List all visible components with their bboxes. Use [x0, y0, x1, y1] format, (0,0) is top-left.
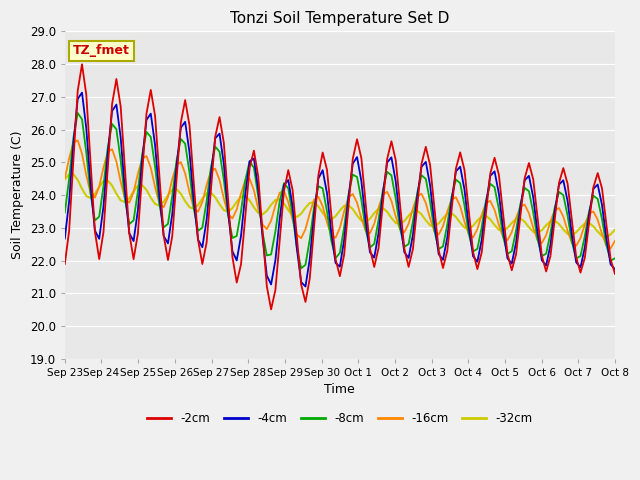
Y-axis label: Soil Temperature (C): Soil Temperature (C) [11, 131, 24, 259]
X-axis label: Time: Time [324, 384, 355, 396]
Title: Tonzi Soil Temperature Set D: Tonzi Soil Temperature Set D [230, 11, 449, 26]
Text: TZ_fmet: TZ_fmet [73, 44, 130, 58]
Legend: -2cm, -4cm, -8cm, -16cm, -32cm: -2cm, -4cm, -8cm, -16cm, -32cm [143, 408, 538, 430]
